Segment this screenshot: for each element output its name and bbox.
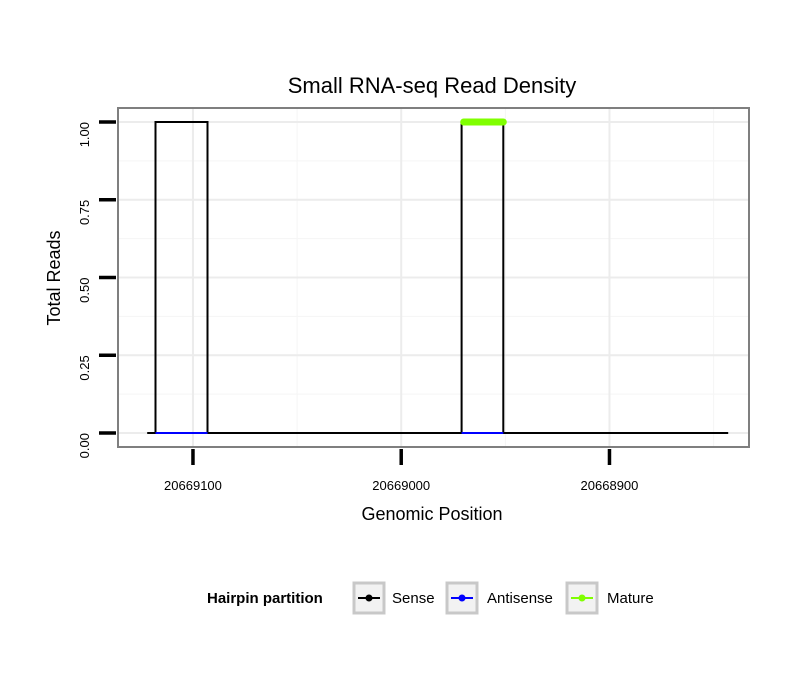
legend-item-mature: Mature xyxy=(565,581,654,615)
legend-label: Mature xyxy=(607,590,654,607)
x-tick-label: 20669100 xyxy=(164,478,222,493)
series-layer xyxy=(147,118,729,434)
legend-key-point xyxy=(458,594,466,602)
y-axis-ticks: 0.00 0.25 0.50 0.75 1.00 xyxy=(77,120,116,458)
y-axis-title: Total Reads xyxy=(44,230,64,325)
legend-item-sense: Sense xyxy=(352,581,435,615)
legend-title: Hairpin partition xyxy=(207,590,323,607)
x-tick-label: 20668900 xyxy=(581,478,639,493)
x-axis-ticks: 20669100 20669000 20668900 xyxy=(164,449,638,493)
legend-label: Sense xyxy=(392,590,435,607)
y-tick-label: 1.00 xyxy=(77,122,92,147)
legend-item-antisense: Antisense xyxy=(445,581,553,615)
chart-title: Small RNA-seq Read Density xyxy=(288,73,577,98)
y-tick-label: 0.25 xyxy=(77,355,92,380)
panel-border xyxy=(117,107,750,448)
y-tick-label: 0.75 xyxy=(77,200,92,225)
legend-key-point xyxy=(578,594,586,602)
legend-label: Antisense xyxy=(487,590,553,607)
legend: Hairpin partition Sense Antisense Mature xyxy=(207,581,654,615)
series-sense-line xyxy=(147,121,729,434)
legend-key-point xyxy=(365,594,373,602)
x-tick-label: 20669000 xyxy=(372,478,430,493)
y-tick-label: 0.50 xyxy=(77,278,92,303)
x-axis-title: Genomic Position xyxy=(361,504,502,524)
y-tick-label: 0.00 xyxy=(77,433,92,458)
legend-items: Sense Antisense Mature xyxy=(352,581,654,615)
